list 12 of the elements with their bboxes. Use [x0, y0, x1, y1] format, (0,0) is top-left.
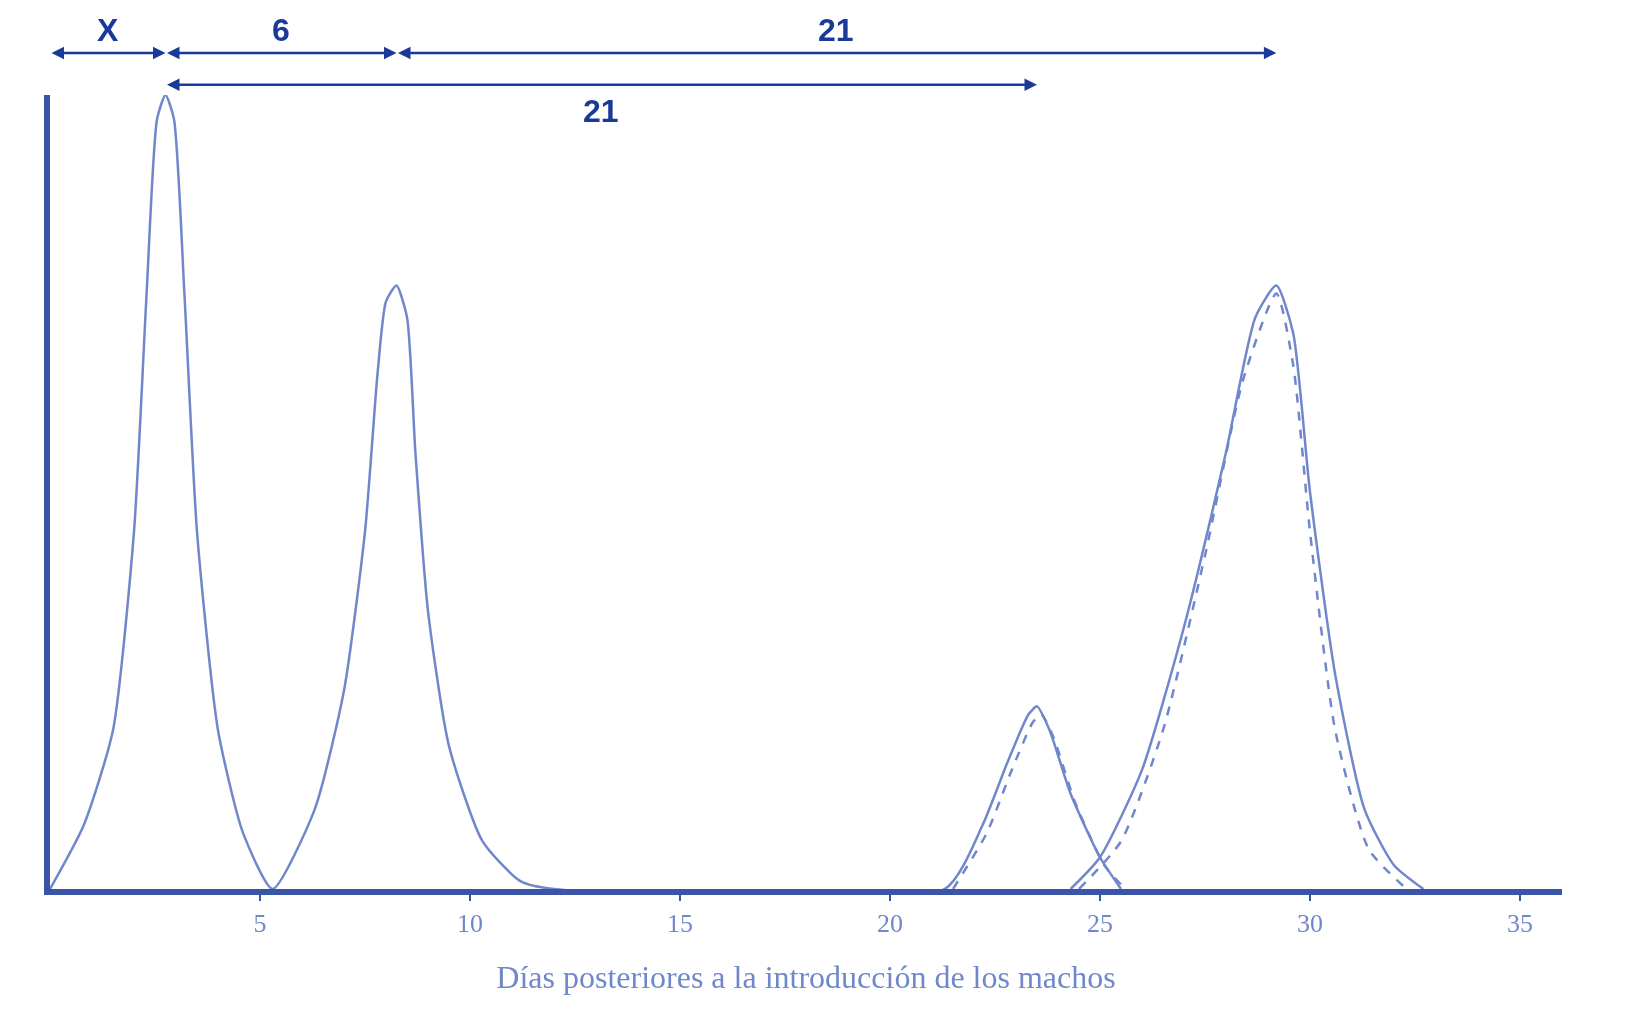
annotation: 21 [583, 93, 619, 129]
x-tick-label: 30 [1297, 909, 1323, 939]
x-tick-label: 25 [1087, 909, 1113, 939]
x-tick-label: 15 [667, 909, 693, 939]
x-tick-label: 35 [1507, 909, 1533, 939]
x-tick-label: 10 [457, 909, 483, 939]
x-tick-label: 5 [253, 909, 267, 939]
text: 21 [818, 12, 854, 48]
text: X [97, 12, 119, 48]
text: 6 [272, 12, 290, 48]
x-axis-title: Días posteriores a la introducción de los machos [496, 958, 1116, 995]
x-tick-label: 20 [877, 909, 903, 939]
